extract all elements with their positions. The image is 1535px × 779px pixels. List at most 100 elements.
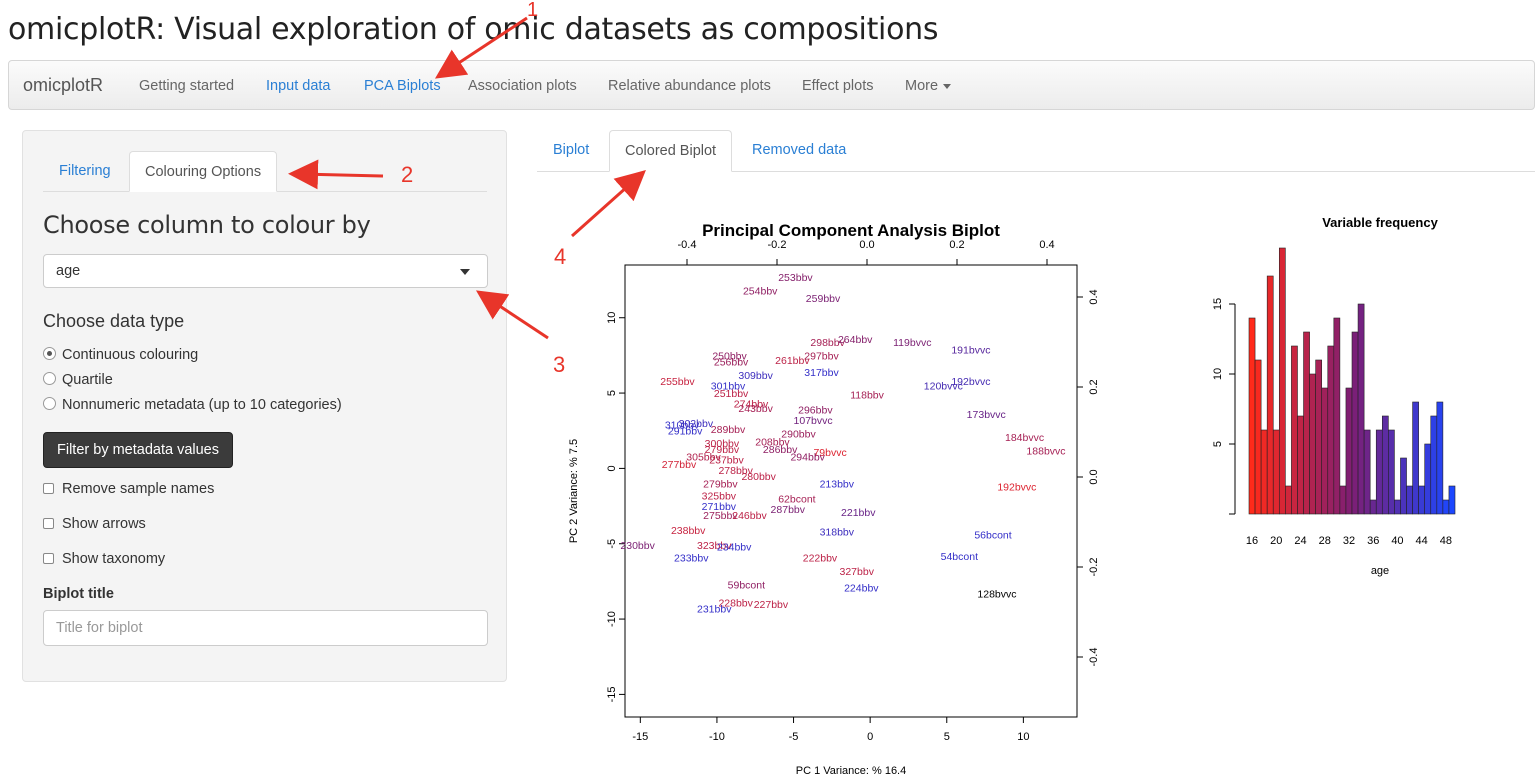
nav-more-label: More — [905, 78, 939, 94]
filter-by-metadata-button[interactable]: Filter by metadata values — [43, 432, 233, 468]
radio-selected-icon[interactable] — [43, 347, 56, 360]
nav-association-plots[interactable]: Association plots — [468, 78, 577, 94]
frequency-x-tick-label: 16 — [1246, 535, 1258, 547]
checkbox-show-taxonomy[interactable]: Show taxonomy — [43, 551, 165, 567]
biplot-sample-label: 118bbv — [850, 390, 884, 402]
checkbox-icon[interactable] — [43, 483, 54, 494]
biplot-y-axis-label: PC 2 Variance: % 7.5 — [568, 439, 580, 543]
frequency-bar — [1424, 443, 1432, 515]
frequency-title: Variable frequency — [1322, 215, 1438, 230]
frequency-bar — [1272, 429, 1280, 515]
tab-colored-biplot[interactable]: Colored Biplot — [609, 130, 733, 172]
nav-effect-plots[interactable]: Effect plots — [802, 78, 874, 94]
checkbox-show-arrows[interactable]: Show arrows — [43, 516, 146, 532]
tab-removed-data[interactable]: Removed data — [752, 142, 847, 158]
biplot-sample-label: 279bbv — [705, 444, 740, 456]
nav-input-data[interactable]: Input data — [266, 78, 331, 94]
biplot-x-axis-label: PC 1 Variance: % 16.4 — [796, 765, 906, 777]
biplot-x-tick-label: 0 — [867, 731, 873, 743]
frequency-bar — [1363, 429, 1371, 515]
biplot-sample-label: 233bbv — [674, 552, 709, 564]
biplot-sample-label: 191bvvc — [951, 344, 990, 356]
biplot-sample-label: 173bvvc — [967, 409, 1006, 421]
radio-quartile[interactable]: Quartile — [43, 372, 113, 388]
frequency-bar — [1345, 387, 1353, 515]
colour-column-select[interactable]: age — [43, 254, 488, 288]
frequency-bar — [1375, 429, 1383, 515]
frequency-bar — [1436, 401, 1444, 515]
biplot-sample-label: 238bbv — [671, 525, 706, 537]
biplot-sample-label: 297bbv — [804, 350, 839, 362]
tab-colouring-options[interactable]: Colouring Options — [129, 151, 278, 192]
frequency-bar — [1369, 499, 1377, 515]
checkbox-remove-sample-names[interactable]: Remove sample names — [43, 481, 214, 497]
frequency-bar — [1315, 359, 1323, 515]
radio-nonnumeric[interactable]: Nonnumeric metadata (up to 10 categories… — [43, 397, 342, 413]
biplot-top-tick-label: -0.2 — [768, 239, 787, 251]
biplot-y-tick-label: 10 — [606, 312, 618, 324]
nav-pca-biplots[interactable]: PCA Biplots — [364, 78, 441, 94]
biplot-title-input[interactable] — [43, 610, 488, 646]
frequency-bar — [1297, 415, 1304, 515]
biplot-sample-label: 62bcont — [778, 494, 815, 506]
nav-relative-abundance[interactable]: Relative abundance plots — [608, 78, 771, 94]
biplot-x-tick-label: -5 — [789, 731, 799, 743]
radio-empty-icon[interactable] — [43, 397, 56, 410]
biplot-sample-label: 277bbv — [662, 459, 697, 471]
frequency-bar — [1339, 485, 1347, 515]
checkbox-show-taxonomy-label: Show taxonomy — [62, 551, 166, 567]
biplot-sample-label: 325bbv — [702, 491, 737, 503]
frequency-x-tick-label: 24 — [1294, 535, 1306, 547]
colour-column-value: age — [56, 263, 81, 279]
biplot-sample-label: 250bbv — [712, 350, 747, 362]
biplot-sample-label: 280bbv — [741, 471, 776, 483]
biplot-sample-label: 79bvvc — [813, 447, 846, 459]
biplot-sample-label: 286bbv — [763, 444, 798, 456]
biplot-top-tick-label: -0.4 — [678, 239, 697, 251]
biplot-sample-label: 327bbv — [840, 566, 875, 578]
caret-down-icon — [943, 83, 952, 89]
biplot-sample-label: 59bcont — [728, 579, 765, 591]
biplot-sample-label: 221bbv — [841, 507, 876, 519]
nav-more-dropdown[interactable]: More — [905, 78, 952, 94]
biplot-sample-label: 256bbv — [714, 356, 749, 368]
frequency-x-tick-label: 20 — [1270, 535, 1282, 547]
frequency-bar — [1278, 247, 1286, 515]
biplot-sample-label: 290bbv — [781, 429, 816, 441]
frequency-bar — [1248, 317, 1256, 515]
biplot-sample-label: 234bbv — [717, 542, 752, 554]
biplot-sample-label: 107bvvc — [794, 415, 833, 427]
frequency-bar — [1309, 373, 1316, 515]
biplot-sample-label: 298bbv — [810, 337, 845, 349]
biplot-top-tick-label: 0.2 — [949, 239, 964, 251]
frequency-x-tick-label: 48 — [1440, 535, 1452, 547]
biplot-sample-label: 243bbv — [738, 403, 773, 415]
biplot-sample-label: 296bbv — [798, 405, 833, 417]
navbar-brand[interactable]: omicplotR — [23, 75, 104, 95]
checkbox-icon[interactable] — [43, 518, 54, 529]
biplot-sample-label: 213bbv — [820, 478, 855, 490]
sidebar-panel: Filtering Colouring Options Choose colum… — [22, 130, 507, 682]
frequency-bar — [1321, 387, 1329, 515]
radio-empty-icon[interactable] — [43, 372, 56, 385]
biplot-sample-label: 224bbv — [844, 582, 879, 594]
radio-continuous[interactable]: Continuous colouring — [43, 347, 198, 363]
biplot-sample-label: 246bbv — [732, 510, 767, 522]
pca-biplot-chart: Principal Component Analysis Biplot -15 -… — [568, 221, 1100, 777]
biplot-right-tick-label: 0.2 — [1088, 379, 1100, 394]
nav-getting-started[interactable]: Getting started — [139, 78, 235, 94]
frequency-y-tick-label: 5 — [1212, 441, 1224, 447]
biplot-sample-label: 119bvvc — [893, 337, 931, 349]
biplot-right-tick-label: -0.2 — [1088, 558, 1100, 577]
checkbox-icon[interactable] — [43, 553, 54, 564]
frequency-bar — [1266, 275, 1274, 515]
tab-biplot[interactable]: Biplot — [553, 142, 590, 158]
biplot-title: Principal Component Analysis Biplot — [702, 221, 1000, 240]
frequency-bar — [1448, 485, 1456, 515]
frequency-bar — [1400, 457, 1407, 515]
tab-filtering[interactable]: Filtering — [59, 163, 111, 179]
radio-quartile-label: Quartile — [62, 372, 113, 388]
biplot-sample-label: 301bbv — [711, 381, 746, 393]
main-tabs-divider — [537, 171, 1535, 172]
biplot-sample-label: 184bvvc — [1005, 432, 1044, 444]
